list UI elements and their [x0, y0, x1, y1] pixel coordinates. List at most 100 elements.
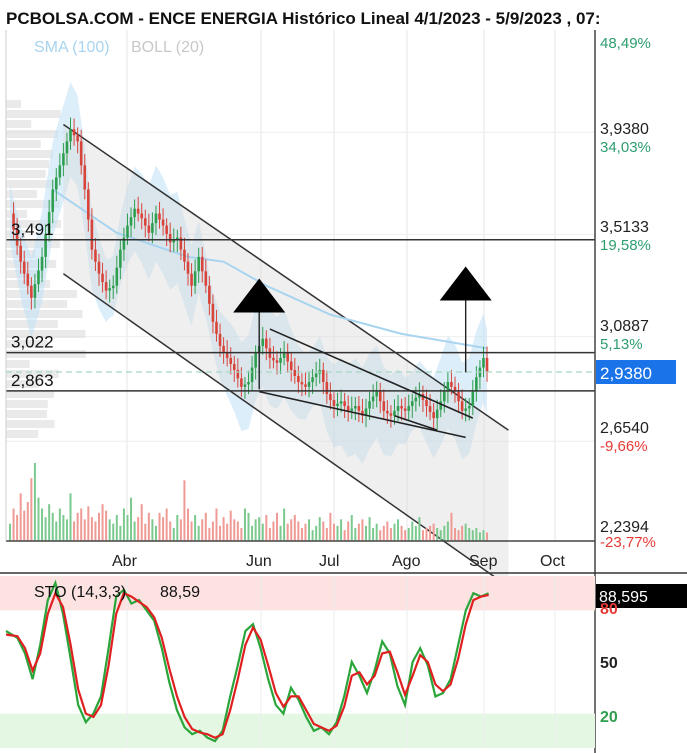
volume-bar: [51, 512, 54, 541]
candle-body: [336, 403, 339, 407]
candle-body: [396, 406, 400, 411]
volume-bar: [48, 504, 51, 541]
volume-bar: [87, 506, 90, 541]
volume-profile-bar: [6, 390, 54, 398]
volume-bar: [450, 512, 453, 541]
volume-bar: [482, 530, 485, 541]
candle-body: [204, 271, 208, 286]
volume-bar: [33, 463, 36, 541]
volume-bar: [12, 508, 15, 541]
candle-body: [457, 391, 460, 402]
candle-body: [471, 391, 475, 407]
candle-body: [51, 189, 55, 212]
volume-bar: [80, 508, 83, 541]
volume-bar: [279, 525, 282, 541]
volume-bar: [73, 521, 76, 541]
level-label: 3,491: [11, 220, 54, 239]
y-axis-label: 5,13%: [600, 336, 643, 353]
volume-bar: [325, 528, 328, 541]
sto-value: 88,59: [160, 584, 200, 601]
y-axis-label: 3,0887: [600, 318, 649, 335]
volume-profile-bar: [6, 170, 46, 178]
volume-bar: [318, 517, 321, 541]
candle-body: [37, 270, 40, 285]
volume-bar: [293, 515, 296, 541]
volume-bar: [454, 528, 456, 541]
trendline-annotations: [233, 266, 492, 439]
volume-bar: [147, 512, 150, 541]
candle-body: [168, 233, 172, 243]
volume-bar: [119, 525, 122, 541]
volume-bar: [98, 512, 100, 541]
current-price-label: 2,9380: [600, 364, 652, 383]
volume-bar: [365, 525, 367, 541]
candlesticks: [12, 117, 489, 430]
candle-body: [76, 135, 79, 142]
candle-body: [275, 360, 279, 363]
volume-bar: [122, 508, 125, 541]
volume-bar: [357, 523, 360, 541]
candle-body: [282, 353, 286, 358]
candle-body: [54, 177, 58, 190]
volume-bar: [400, 525, 403, 541]
candle-body: [304, 384, 307, 387]
support-trendline: [394, 414, 438, 431]
volume-profile-bar: [6, 330, 86, 338]
volume-bar: [251, 525, 254, 541]
candle-body: [176, 237, 179, 241]
volume-bar: [429, 525, 432, 541]
volume-bar: [215, 508, 218, 541]
volume-bar: [336, 525, 339, 541]
candle-body: [158, 213, 161, 220]
level-label: 2,863: [11, 371, 54, 390]
volume-bar: [243, 508, 246, 541]
volume-bar: [162, 517, 165, 541]
current-price-box: [596, 360, 676, 384]
candle-body: [236, 369, 240, 379]
candle-body: [222, 345, 225, 352]
candle-body: [111, 285, 115, 289]
y-axis-label: 34,03%: [600, 139, 651, 156]
volume-bar: [486, 532, 489, 541]
volume-bar: [304, 523, 307, 541]
candle-body: [343, 401, 346, 407]
candle-body: [450, 382, 453, 387]
candle-body: [272, 357, 275, 361]
candle-body: [200, 256, 204, 272]
volume-bar: [379, 530, 382, 541]
volume-bar: [411, 521, 414, 541]
volume-bar: [233, 519, 236, 541]
candle-body: [65, 141, 69, 154]
sto-label: STO (14,3,3): [34, 584, 126, 601]
volume-bar: [179, 519, 182, 541]
horizontal-levels: 3,491 3,022 2,863: [6, 220, 595, 392]
candle-body: [240, 378, 243, 387]
candle-body: [261, 338, 265, 346]
volume-bar: [308, 519, 311, 541]
volume-bar: [414, 525, 417, 541]
volume-bar: [140, 504, 143, 541]
sto-tick-80: 80: [600, 601, 618, 618]
candle-body: [254, 353, 257, 368]
volume-bar: [55, 521, 58, 541]
volume-bar: [26, 502, 29, 541]
volume-profile-bar: [6, 380, 40, 388]
candle-body: [129, 217, 133, 226]
candle-body: [300, 382, 304, 385]
volume-bar: [340, 519, 343, 541]
candle-body: [297, 375, 300, 383]
volume-bar: [90, 517, 93, 541]
volume-profile-bar: [6, 150, 53, 158]
candle-body: [293, 369, 297, 376]
volume-profile-bar: [6, 190, 37, 198]
candle-body: [443, 391, 446, 402]
candle-body: [350, 408, 354, 411]
candle-body: [229, 357, 233, 364]
volume-bar: [229, 510, 232, 541]
candle-body: [332, 400, 336, 407]
level-label: 3,022: [11, 333, 54, 352]
volume-bar: [258, 517, 261, 541]
candle-body: [400, 406, 403, 409]
candle-body: [193, 271, 197, 286]
